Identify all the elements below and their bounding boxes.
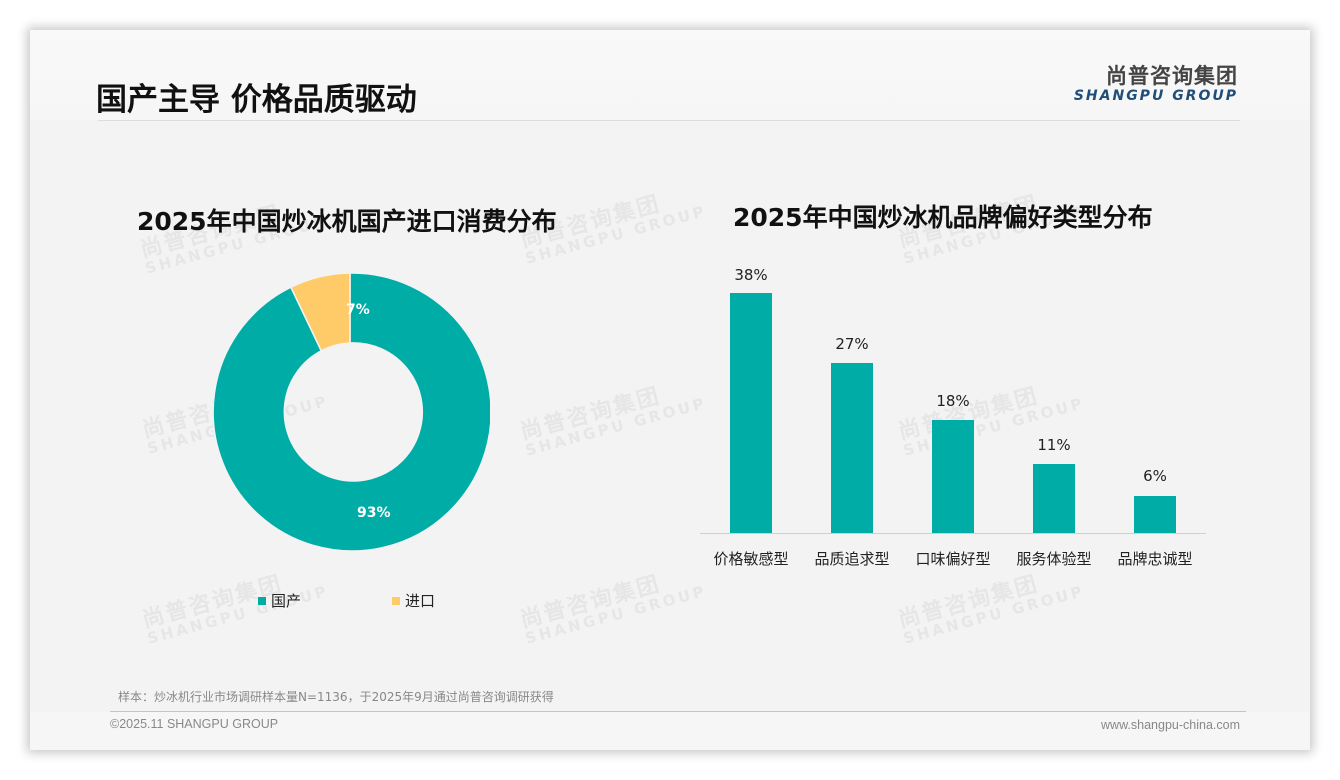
- legend-swatch-yellow: [392, 596, 400, 605]
- bar-category: 品质追求型: [814, 550, 890, 568]
- page-title: 国产主导 价格品质驱动: [96, 82, 417, 118]
- logo-cn-text: 尚普咨询集团: [1106, 64, 1238, 88]
- company-logo: 尚普咨询集团 SHANGPU GROUP: [1074, 64, 1238, 104]
- bar-taste-preference: [932, 420, 974, 533]
- bar-chart: 38% 价格敏感型 27% 品质追求型 18% 口味偏好型 11% 服务体验型 …: [700, 266, 1206, 570]
- bar-service-experience: [1033, 464, 1075, 533]
- bar-category: 价格敏感型: [713, 550, 789, 568]
- copyright-text: ©2025.11 SHANGPU GROUP: [110, 717, 279, 731]
- bar-category: 品牌忠诚型: [1117, 550, 1193, 568]
- legend-label: 国产: [271, 592, 302, 610]
- legend-label: 进口: [405, 592, 436, 610]
- donut-chart: 7% 93%: [210, 272, 492, 552]
- website-link[interactable]: www.shangpu-china.com: [1101, 718, 1240, 732]
- bar-brand-loyal: [1134, 496, 1176, 533]
- bar-value: 27%: [835, 335, 869, 353]
- footer-divider: [110, 711, 1246, 712]
- logo-en-text: SHANGPU GROUP: [1073, 88, 1238, 104]
- bar-value: 38%: [734, 266, 768, 284]
- bar-quality-seeking: [831, 363, 873, 533]
- donut-label-import: 7%: [346, 302, 370, 318]
- donut-slice-import: [289, 272, 351, 352]
- bar-price-sensitive: [730, 293, 772, 533]
- donut-label-domestic: 93%: [357, 505, 391, 521]
- sample-footnote: 样本：炒冰机行业市场调研样本量N=1136，于2025年9月通过尚普咨询调研获得: [118, 690, 554, 704]
- bar-chart-title: 2025年中国炒冰机品牌偏好类型分布: [733, 203, 1153, 232]
- bar-category: 口味偏好型: [915, 550, 991, 568]
- bar-category: 服务体验型: [1016, 550, 1092, 568]
- header-band: [30, 30, 1310, 120]
- bar-value: 6%: [1143, 467, 1167, 485]
- legend-item-import: 进口: [392, 590, 435, 611]
- legend-item-domestic: 国产: [258, 590, 301, 611]
- slide: 尚普咨询集团 SHANGPU GROUP 尚普咨询集团 SHANGPU GROUP …: [30, 30, 1310, 750]
- donut-chart-title: 2025年中国炒冰机国产进口消费分布: [137, 207, 557, 236]
- bar-value: 18%: [936, 392, 970, 410]
- legend-swatch-teal: [258, 596, 266, 605]
- header-divider: [98, 120, 1240, 121]
- x-axis-line: [700, 533, 1206, 534]
- bar-value: 11%: [1037, 436, 1071, 454]
- footer-band: [30, 712, 1310, 750]
